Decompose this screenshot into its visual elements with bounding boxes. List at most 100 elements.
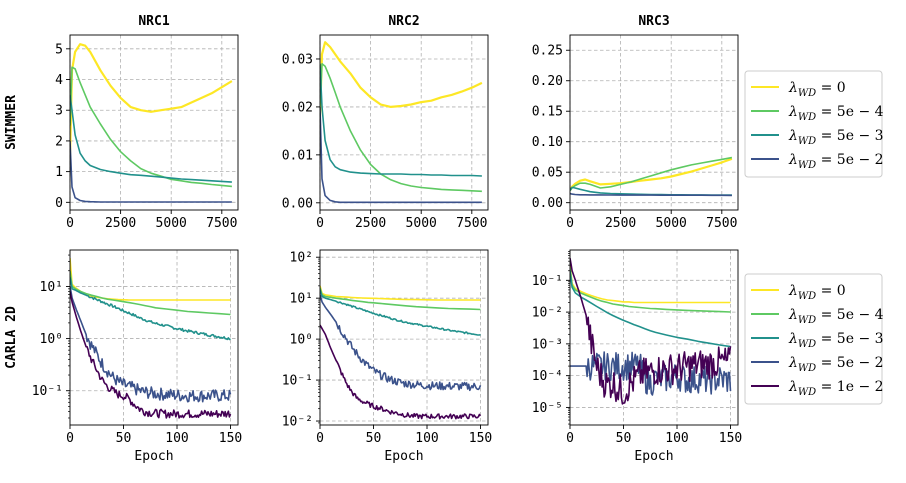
y-tick-label: 5 (55, 42, 63, 57)
y-tick-label: 10² (290, 251, 313, 266)
y-tick-label: 4 (55, 73, 63, 88)
x-tick-label: 5000 (156, 216, 187, 231)
y-tick-label: 0.10 (532, 135, 563, 150)
axes-frame (319, 249, 489, 426)
y-tick-label: 3 (55, 104, 63, 119)
x-tick-label: 150 (719, 431, 742, 446)
legend-frame (744, 70, 883, 178)
series-line-wd0 (70, 43, 233, 157)
legend-label: λWD = 5e − 3 (788, 331, 884, 350)
legend-label: λWD = 0 (788, 283, 846, 302)
legend-label: λWD = 5e − 4 (788, 307, 884, 326)
y-tick-label: 10⁻¹ (32, 384, 63, 399)
series-line-wd5e4 (70, 66, 232, 188)
y-tick-label: 0.20 (532, 74, 563, 89)
y-tick-label: 10⁻⁴ (532, 369, 563, 384)
y-tick-label: 10⁻¹ (282, 374, 313, 389)
series-line-wd5e4 (70, 270, 231, 316)
x-tick-label: 50 (366, 431, 382, 446)
x-tick-label: 150 (219, 431, 242, 446)
series-line-wd5e4 (320, 287, 481, 311)
panel-swimmer-nrc3: 0 2500 5000 7500 0.00 0.05 0.10 0.15 0.20 0.25 NRC… (532, 14, 739, 231)
y-tick-label: 0.03 (282, 52, 313, 67)
x-axis-label: Epoch (134, 449, 173, 464)
y-tick-label: 0.15 (532, 105, 563, 120)
x-tick-label: 7500 (206, 216, 237, 231)
legend-frame (744, 273, 883, 405)
series-line-wd0 (570, 265, 731, 304)
x-tick-label: 0 (316, 216, 324, 231)
axes-frame (569, 249, 739, 426)
panel-title: NRC3 (638, 14, 669, 29)
series-line-wd5e2 (570, 192, 732, 197)
y-axis-label: SWIMMER (4, 95, 19, 150)
y-tick-label: 1 (55, 165, 63, 180)
legend-label: λWD = 1e − 2 (788, 379, 884, 398)
series-line-wd0 (320, 41, 483, 117)
series-line-wd5e2 (320, 294, 482, 392)
series-line-wd5e2 (570, 351, 732, 396)
series-line-wd0 (70, 258, 231, 301)
panel-carla-nrc3: 0 50 100 150 10⁻⁵ 10⁻⁴ 10⁻³ 10⁻² 10⁻¹ Epoch (532, 249, 742, 464)
y-tick-label: 10⁰ (40, 332, 63, 347)
axes-frame (69, 34, 239, 211)
legend-label: λWD = 5e − 2 (788, 152, 884, 171)
legend-label: λWD = 5e − 3 (788, 128, 884, 147)
x-tick-label: 5000 (406, 216, 437, 231)
y-tick-label: 10¹ (290, 292, 313, 307)
y-tick-label: 0.25 (532, 44, 563, 59)
x-tick-label: 0 (566, 431, 574, 446)
series-line-wd0 (320, 285, 481, 301)
y-tick-label: 0.00 (532, 196, 563, 211)
axes-frame (319, 34, 489, 211)
x-tick-label: 100 (665, 431, 688, 446)
legend-label: λWD = 5e − 4 (788, 104, 884, 123)
series-line-wd5e2 (320, 106, 482, 204)
x-tick-label: 2500 (605, 216, 636, 231)
series-line-wd1e2 (320, 324, 482, 420)
x-tick-label: 50 (616, 431, 632, 446)
series-line-wd5e3 (70, 277, 231, 341)
y-tick-label: 10⁻⁵ (532, 401, 563, 416)
x-tick-label: 0 (316, 431, 324, 446)
y-tick-label: 10⁻² (532, 306, 563, 321)
series-line-wd5e4 (570, 267, 731, 313)
y-tick-label: 10¹ (40, 280, 63, 295)
panel-carla-nrc1: 0 50 100 150 10⁻¹ 10⁰ 10¹ CARLA 2D Epoch (4, 249, 242, 464)
panel-title: NRC2 (388, 14, 419, 29)
x-tick-label: 7500 (456, 216, 487, 231)
y-tick-label: 0.05 (532, 166, 563, 181)
axes-frame (69, 249, 239, 426)
series-line-wd1e2 (70, 291, 232, 419)
y-tick-label: 0.00 (282, 196, 313, 211)
y-tick-label: 0 (55, 196, 63, 211)
x-tick-label: 100 (165, 431, 188, 446)
y-axis-label: CARLA 2D (4, 306, 19, 369)
series-line-wd0 (570, 157, 733, 192)
x-tick-label: 7500 (706, 216, 737, 231)
x-tick-label: 150 (469, 431, 492, 446)
legend-swimmer: λWD = 0 λWD = 5e − 4 λWD = 5e − 3 λWD = 5e … (744, 70, 884, 178)
x-tick-label: 0 (66, 431, 74, 446)
y-tick-label: 0.02 (282, 100, 313, 115)
series-line-wd5e4 (320, 63, 482, 193)
x-tick-label: 0 (566, 216, 574, 231)
x-tick-label: 2500 (105, 216, 136, 231)
series-line-wd5e3 (320, 289, 481, 336)
y-tick-label: 10⁰ (290, 333, 313, 348)
x-tick-label: 5000 (656, 216, 687, 231)
legend-label: λWD = 5e − 2 (788, 355, 884, 374)
series-line-wd5e3 (320, 63, 482, 177)
panel-swimmer-nrc1: 0 2500 5000 7500 0 1 2 3 4 5 NRC1 SWIMMER (4, 14, 239, 231)
series-line-wd1e2 (570, 257, 732, 405)
x-axis-label: Epoch (634, 449, 673, 464)
y-tick-label: 10⁻² (282, 415, 313, 430)
y-tick-label: 10⁻¹ (532, 274, 563, 289)
series-line-wd5e2 (70, 140, 232, 203)
panel-carla-nrc2: 0 50 100 150 10⁻² 10⁻¹ 10⁰ 10¹ 10² Epoch (282, 249, 492, 464)
panel-swimmer-nrc2: 0 2500 5000 7500 0.00 0.01 0.02 0.03 NRC2 (282, 14, 489, 231)
panel-title: NRC1 (138, 14, 169, 29)
series-line-wd5e4 (570, 156, 733, 191)
legend-label: λWD = 0 (788, 80, 846, 99)
